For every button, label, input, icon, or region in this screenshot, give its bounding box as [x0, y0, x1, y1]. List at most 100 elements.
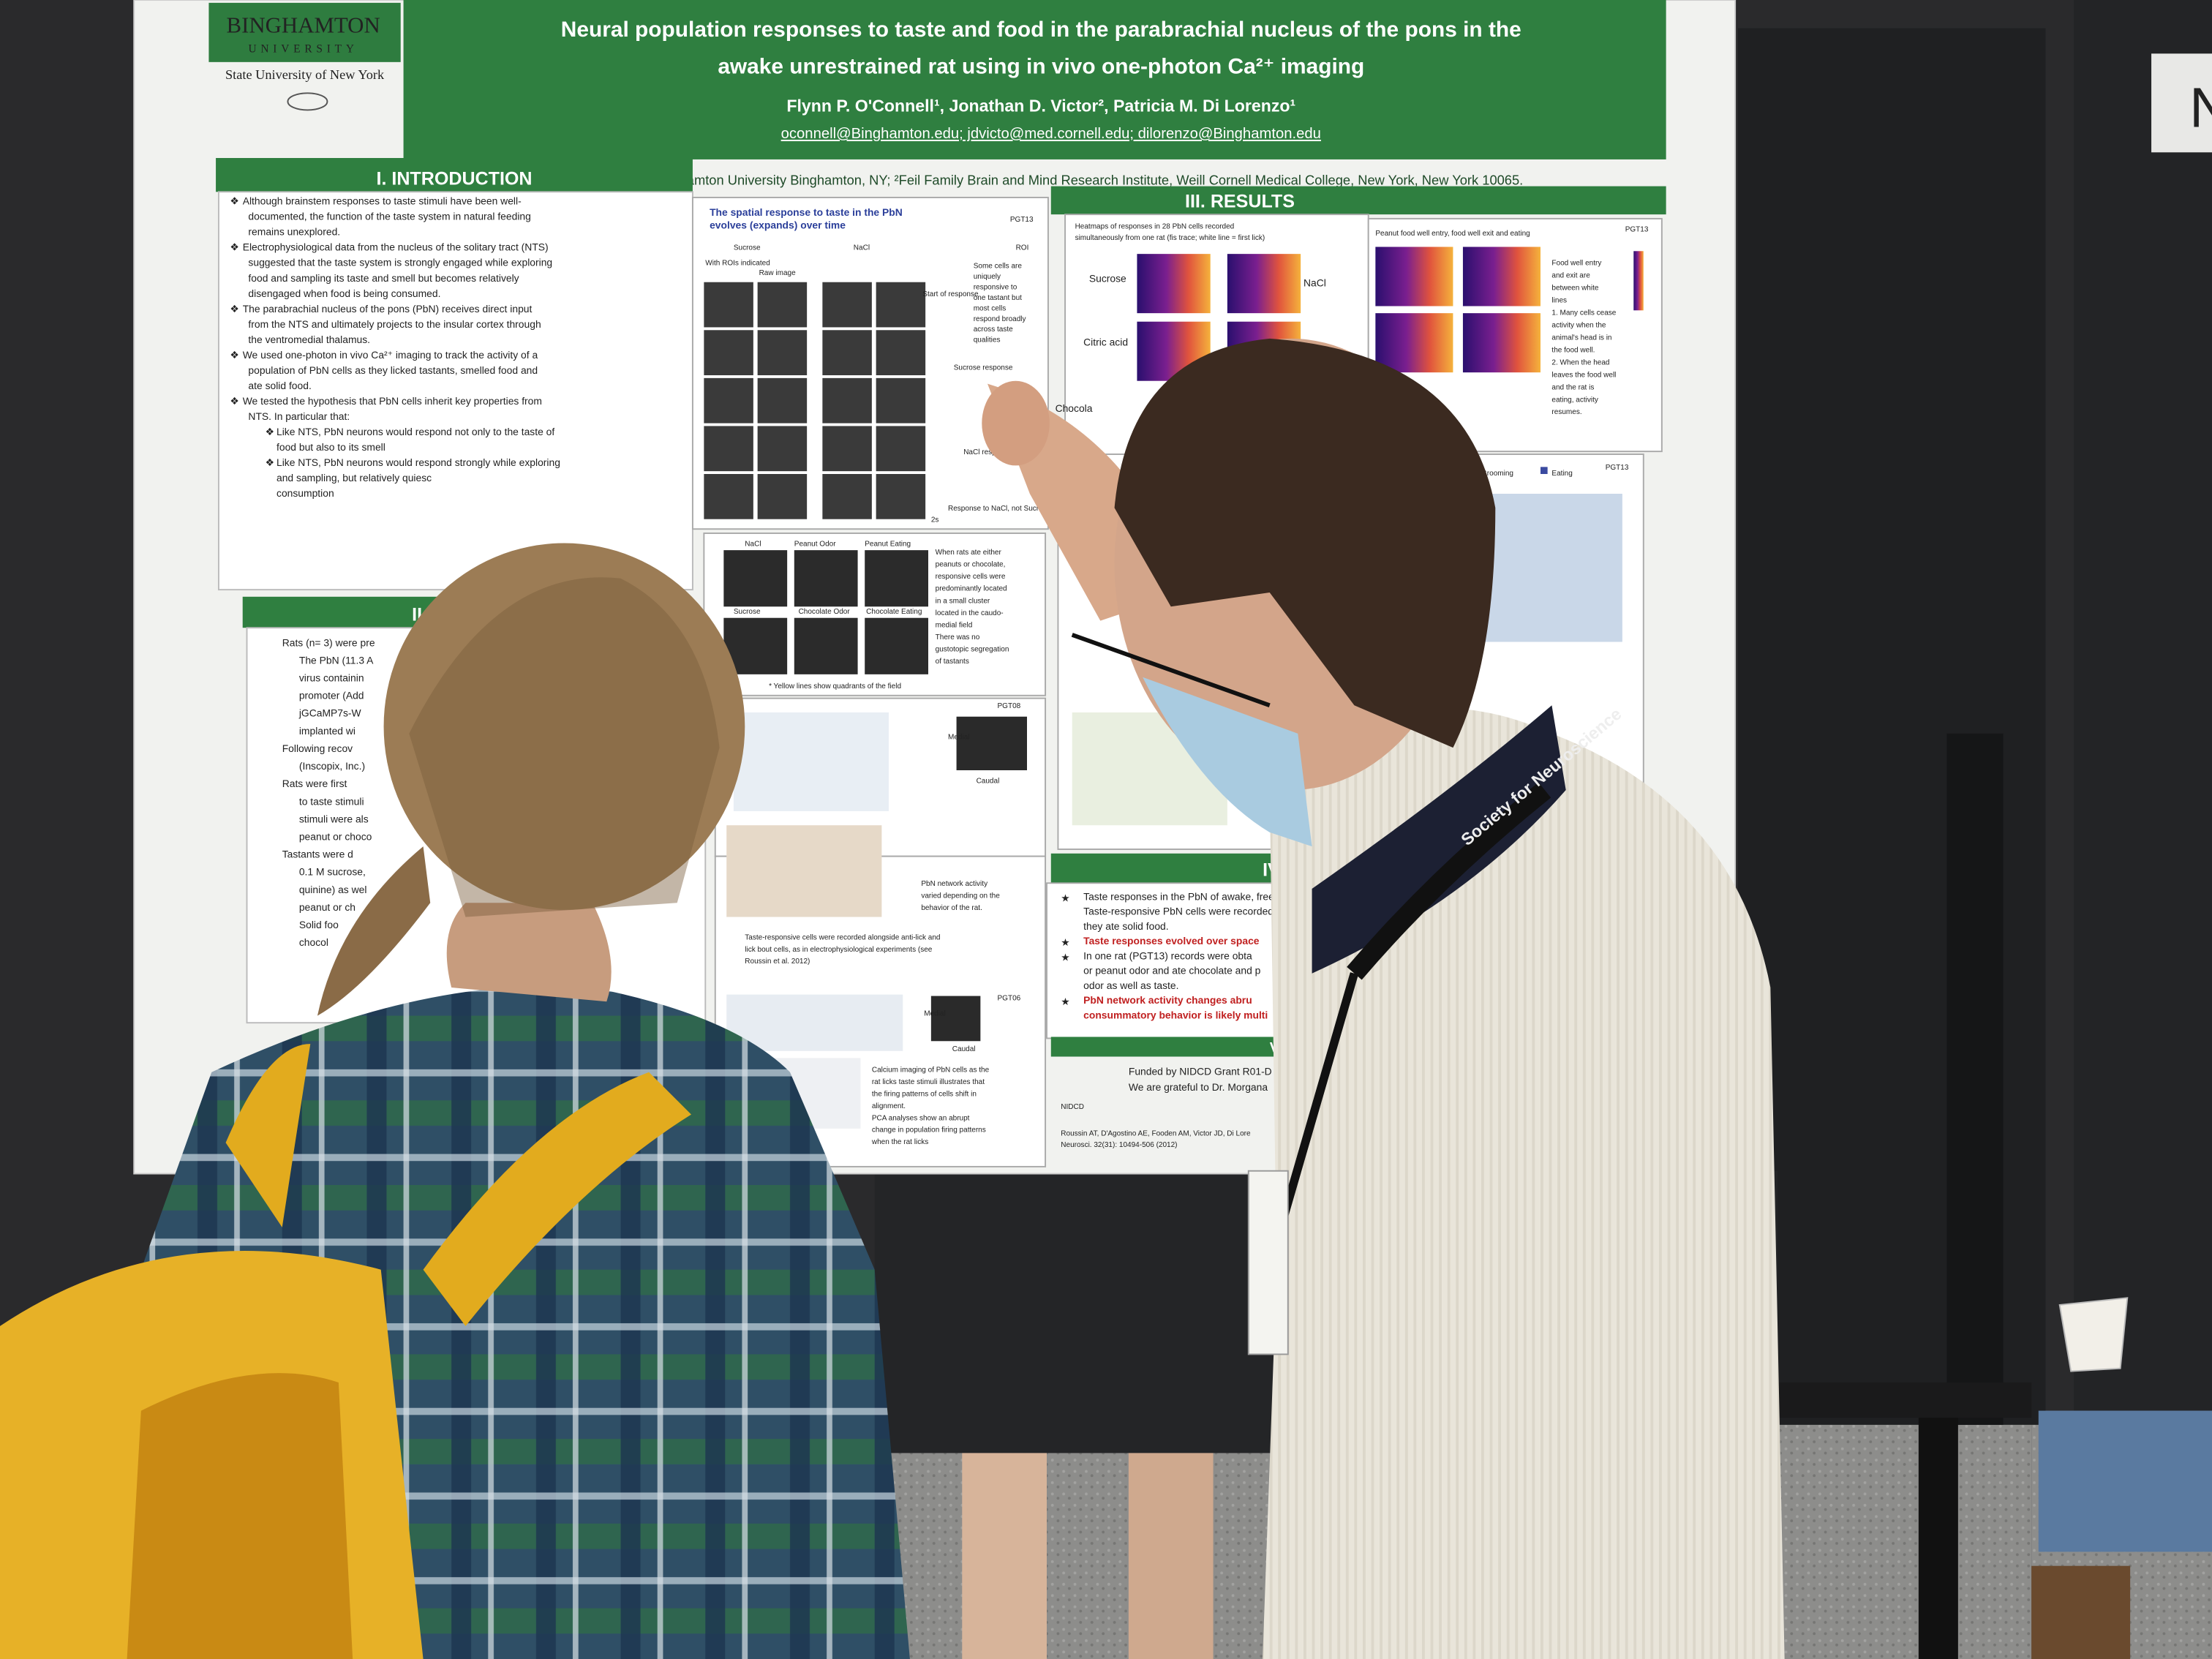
panel-note: and the rat is [1551, 383, 1594, 391]
conclusion-line: Taste responses in the PbN of awake, fre… [1083, 890, 1289, 902]
name-badge [1247, 1170, 1289, 1355]
acknowledgement-line: Funded by NIDCD Grant R01-D [1129, 1066, 1272, 1077]
intro-box [217, 191, 693, 591]
panel-caption: Calcium imaging of PbN cells as the [872, 1066, 990, 1075]
conclusion-line: odor as well as taste. [1083, 979, 1178, 991]
intro-line: Electrophysiological data from the nucle… [243, 241, 549, 253]
panel-note: of tastants [936, 658, 969, 666]
woman-hair-shade [409, 577, 720, 917]
logo-subname: UNIVERSITY [248, 42, 358, 55]
panel-note: lines [1551, 296, 1567, 304]
panel-caption: PbN network activity [921, 880, 988, 888]
panel-note: qualities [974, 336, 1001, 345]
panel-label: Sucrose [1089, 273, 1126, 285]
panel-note: eating, activity [1551, 396, 1598, 404]
methods-line: peanut or choco [299, 830, 372, 842]
intro-line: consumption [276, 487, 334, 499]
legend-label: Eating [1551, 470, 1572, 478]
panel-caption: alignment. [872, 1102, 906, 1110]
methods-line: stimuli were als [299, 813, 369, 824]
heatmap [1462, 313, 1540, 373]
section-heading-bar [216, 158, 693, 192]
panel-title: Heatmaps of responses in 28 PbN cells re… [1075, 222, 1235, 230]
intro-line: NTS. In particular that: [248, 410, 350, 422]
backpack-strap [423, 1072, 691, 1326]
heatmap [1137, 254, 1211, 314]
panel-label: Medial [948, 734, 970, 742]
trace-plot [733, 712, 889, 811]
heatmap [1462, 247, 1540, 306]
lanyard-strap [1272, 972, 1358, 1243]
microscope-image [794, 617, 858, 674]
booth-sign [2151, 53, 2212, 153]
woman-neck [446, 903, 612, 1002]
section-heading-bar [1050, 186, 1666, 215]
panel-title: The spatial response to taste in the PbN [710, 206, 903, 218]
booth-sign-text: N [2189, 77, 2212, 140]
figure-images [704, 247, 1644, 1129]
panel-caption: rat licks taste stimuli illustrates that [872, 1078, 985, 1086]
bullet-icon: ★ [1061, 936, 1069, 948]
man-sweater [1263, 708, 1785, 1659]
conclusion-line: Taste responses evolved over space [1083, 935, 1260, 947]
intro-line: documented, the function of the taste sy… [248, 211, 530, 222]
logo-rat-icon [287, 92, 328, 111]
rat-id: PGT13 [1625, 225, 1649, 233]
panel-note: activity when the [1551, 321, 1606, 329]
section-heading-bar [242, 596, 440, 628]
panel-label: Caudal [952, 1045, 976, 1053]
methods-line: jGCaMP7s-W [298, 707, 362, 719]
intro-line: disengaged when food is being consumed. [248, 287, 440, 299]
panel-note: gustotopic segregation [936, 646, 1009, 654]
woman-ponytail [317, 846, 431, 1016]
authors: Flynn P. O'Connell¹, Jonathan D. Victor²… [786, 96, 1295, 115]
panel-note: most cells [974, 304, 1007, 312]
panel-label: Peanut Eating [865, 540, 911, 548]
panel-post [1946, 733, 2004, 1425]
title-line: awake unrestrained rat using in vivo one… [718, 54, 1364, 78]
intro-line: food and sampling its taste and smell bu… [248, 272, 519, 284]
conclusion-line: In one rat (PGT13) records were obta [1083, 949, 1252, 961]
panel-label: Start of response [922, 290, 979, 298]
intro-line: suggested that the taste system is stron… [248, 257, 552, 268]
microscope-image [876, 282, 926, 328]
panel-caption: PCA analyses show an abrupt [872, 1114, 970, 1122]
reference-line: Neurosci. 32(31): 10494-506 (2012) [1061, 1141, 1177, 1149]
panel-label: Sucrose [734, 244, 761, 252]
panel-caption: Roussin et al. 2012) [745, 958, 810, 966]
panel-label: 2s [931, 516, 939, 524]
panel-note: peanuts or chocolate, [936, 561, 1006, 569]
woman-head [383, 543, 745, 910]
panel-note: uniquely [974, 273, 1001, 281]
panel-leg [1918, 1410, 1958, 1659]
intro-line: population of PbN cells as they licked t… [248, 364, 538, 376]
microscope-image [704, 426, 753, 472]
intro-line: from the NTS and ultimately projects to … [248, 318, 541, 330]
panel-label: Citric acid [1083, 336, 1128, 347]
panel-note: respond broadly [974, 315, 1026, 323]
panel-base [1763, 1382, 2032, 1418]
methods-line: promoter (Add [299, 690, 364, 701]
microscope-image [876, 426, 926, 472]
rat-id: PGT06 [998, 994, 1021, 1002]
panel-note: Some cells are [974, 262, 1023, 270]
methods-line: The PbN (11.3 A [299, 654, 374, 666]
microscope-image [865, 550, 928, 607]
rat-id: PGT08 [998, 702, 1021, 710]
methods-line: Following recov [282, 742, 353, 754]
methods-line: quinine) as wel [299, 884, 367, 895]
methods-line: chocol [299, 936, 328, 948]
heatmap-colorbar [1633, 251, 1644, 311]
methods-line: to taste stimuli [299, 795, 364, 807]
panel-label: Chocolate Eating [866, 608, 922, 616]
logo-affiliation: State University of New York [225, 67, 385, 82]
bullet-icon: ❖ [230, 241, 238, 253]
panel-note: When rats ate either [936, 549, 1002, 557]
panel-label: Sucrose [734, 608, 761, 616]
conclusion-line: PbN network activity changes abru [1083, 994, 1252, 1006]
cell-map [956, 716, 1027, 770]
methods-line: Rats were first [282, 778, 347, 789]
panel-caption: the firing patterns of cells shift in [872, 1090, 977, 1098]
panel-title: Peanut food well entry, food well exit a… [1375, 230, 1530, 238]
panel-note: There was no [936, 633, 980, 642]
